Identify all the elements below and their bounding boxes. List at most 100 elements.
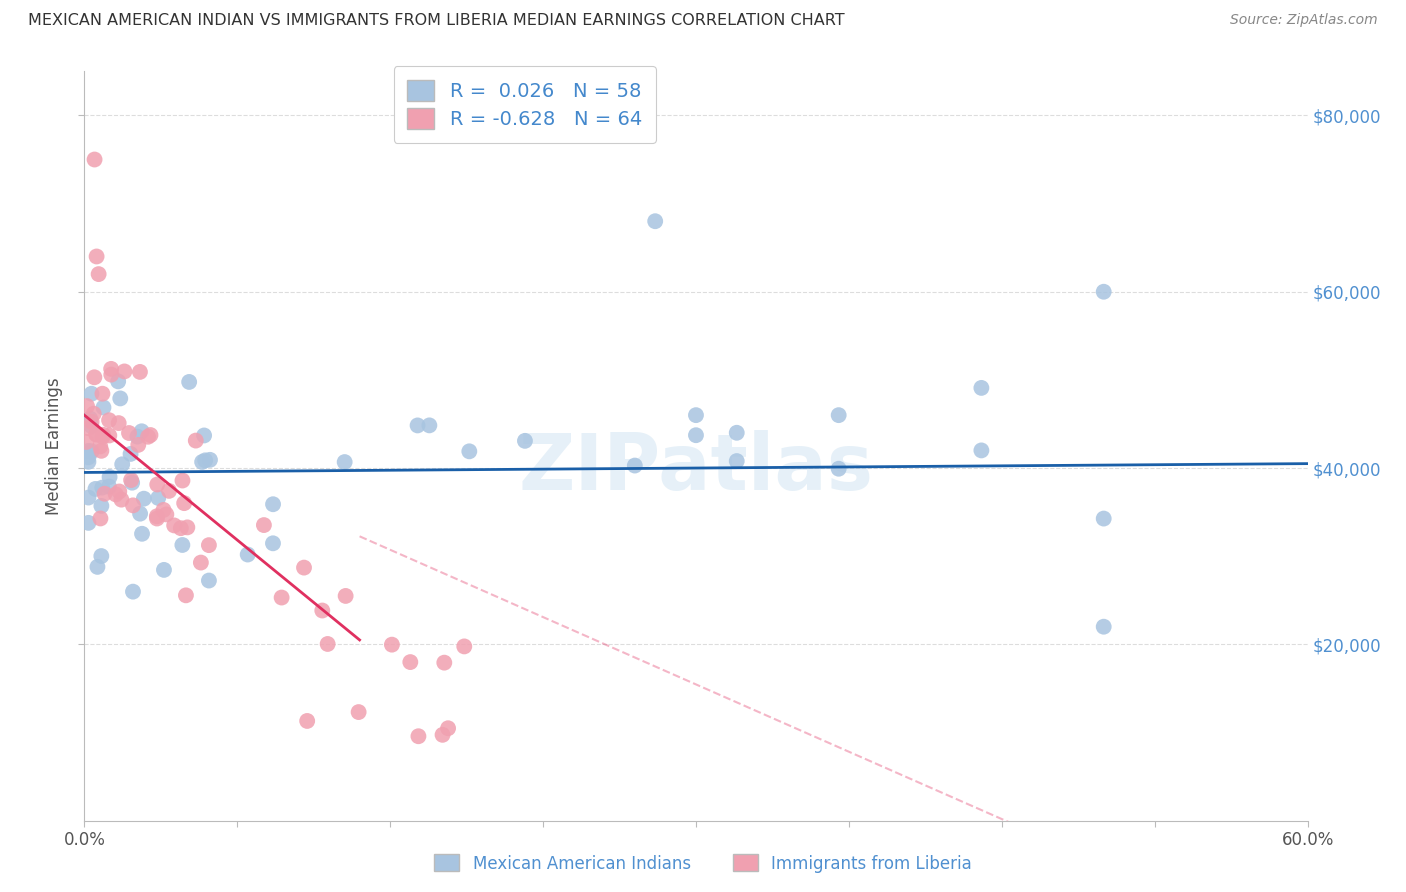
Point: [194, 453, 217, 467]
Point: [685, 428, 707, 442]
Point: [127, 438, 149, 452]
Point: [129, 365, 152, 379]
Point: [437, 721, 460, 735]
Point: [347, 705, 370, 719]
Point: [333, 455, 356, 469]
Point: [90, 499, 112, 513]
Point: [87, 267, 110, 281]
Point: [146, 477, 169, 491]
Point: [91, 427, 114, 442]
Point: [190, 556, 212, 570]
Text: Source: ZipAtlas.com: Source: ZipAtlas.com: [1230, 13, 1378, 28]
Point: [98, 428, 121, 442]
Point: [112, 364, 135, 378]
Point: [136, 430, 159, 444]
Point: [335, 589, 357, 603]
Point: [970, 443, 993, 458]
Point: [513, 434, 536, 448]
Point: [104, 487, 127, 501]
Point: [406, 418, 429, 433]
Point: [77, 443, 100, 458]
Point: [198, 574, 221, 588]
Point: [432, 728, 454, 742]
Point: [433, 656, 456, 670]
Point: [98, 479, 121, 493]
Point: [83, 407, 105, 421]
Point: [418, 418, 440, 433]
Point: [80, 386, 103, 401]
Point: [118, 425, 141, 440]
Point: [98, 470, 121, 484]
Point: [191, 455, 214, 469]
Point: [129, 507, 152, 521]
Point: [172, 538, 194, 552]
Point: [77, 491, 100, 505]
Point: [725, 425, 748, 440]
Point: [146, 509, 169, 524]
Point: [236, 548, 259, 562]
Point: [77, 421, 100, 435]
Point: [122, 584, 145, 599]
Point: [157, 483, 180, 498]
Y-axis label: Median Earnings: Median Earnings: [45, 377, 63, 515]
Point: [131, 425, 153, 439]
Point: [77, 450, 100, 465]
Point: [311, 603, 333, 617]
Point: [453, 640, 475, 654]
Point: [173, 496, 195, 510]
Point: [262, 497, 284, 511]
Point: [108, 484, 131, 499]
Point: [122, 499, 145, 513]
Point: [399, 655, 422, 669]
Point: [93, 401, 115, 415]
Point: [163, 518, 186, 533]
Point: [408, 729, 430, 743]
Legend: Mexican American Indians, Immigrants from Liberia: Mexican American Indians, Immigrants fro…: [427, 847, 979, 880]
Point: [253, 518, 276, 533]
Point: [90, 443, 112, 458]
Point: [155, 508, 177, 522]
Point: [270, 591, 292, 605]
Point: [381, 638, 404, 652]
Point: [120, 447, 142, 461]
Point: [86, 427, 108, 442]
Point: [86, 560, 108, 574]
Point: [75, 434, 97, 449]
Point: [107, 375, 129, 389]
Point: [127, 429, 149, 443]
Point: [644, 214, 666, 228]
Point: [86, 250, 108, 264]
Point: [80, 415, 103, 429]
Point: [132, 491, 155, 506]
Point: [174, 588, 197, 602]
Point: [1092, 511, 1115, 525]
Point: [828, 461, 851, 475]
Text: ZIPatlas: ZIPatlas: [519, 431, 873, 507]
Point: [91, 430, 114, 444]
Point: [76, 399, 98, 413]
Point: [100, 362, 122, 376]
Point: [176, 520, 198, 534]
Point: [292, 560, 315, 574]
Point: [100, 368, 122, 382]
Point: [83, 370, 105, 384]
Point: [91, 481, 114, 495]
Point: [79, 411, 101, 425]
Point: [1092, 285, 1115, 299]
Point: [148, 491, 170, 505]
Point: [139, 428, 162, 442]
Point: [458, 444, 481, 458]
Point: [1092, 620, 1115, 634]
Point: [172, 474, 194, 488]
Point: [152, 503, 174, 517]
Point: [111, 458, 134, 472]
Point: [91, 386, 114, 401]
Point: [110, 492, 132, 507]
Point: [179, 375, 201, 389]
Point: [77, 516, 100, 530]
Point: [685, 408, 707, 422]
Point: [624, 458, 647, 473]
Point: [80, 419, 103, 434]
Point: [198, 538, 221, 552]
Point: [83, 153, 105, 167]
